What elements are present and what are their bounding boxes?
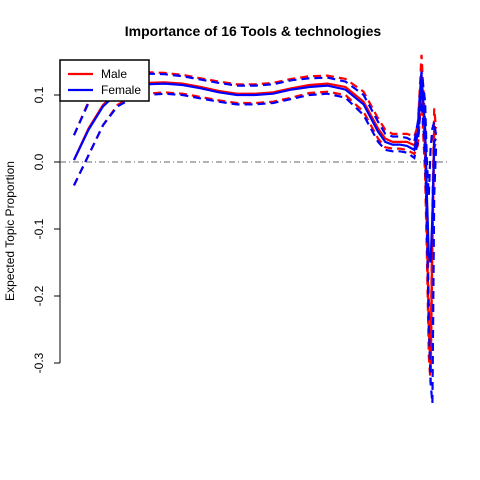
y-tick-label: 0.0: [32, 153, 46, 170]
legend-label-female: Female: [101, 83, 141, 97]
series-group: [72, 54, 438, 404]
y-tick-label: -0.2: [32, 285, 46, 306]
female-lower-ci-line: [73, 92, 438, 404]
y-axis-label: Expected Topic Proportion: [3, 161, 17, 301]
legend-box: [59, 59, 150, 102]
legend-label-male: Male: [101, 67, 127, 81]
female-upper-ci-line: [72, 71, 438, 196]
y-axis: -0.3 -0.2 -0.1 0.0 0.1: [32, 86, 61, 373]
y-tick-label: -0.1: [32, 218, 46, 239]
y-tick-label: 0.1: [32, 86, 46, 103]
y-tick-label: -0.3: [32, 352, 46, 373]
male-mean-line: [73, 74, 438, 370]
female-mean-line: [73, 74, 437, 263]
legend: Male Female: [59, 59, 150, 102]
chart-title: Importance of 16 Tools & technologies: [125, 23, 382, 39]
